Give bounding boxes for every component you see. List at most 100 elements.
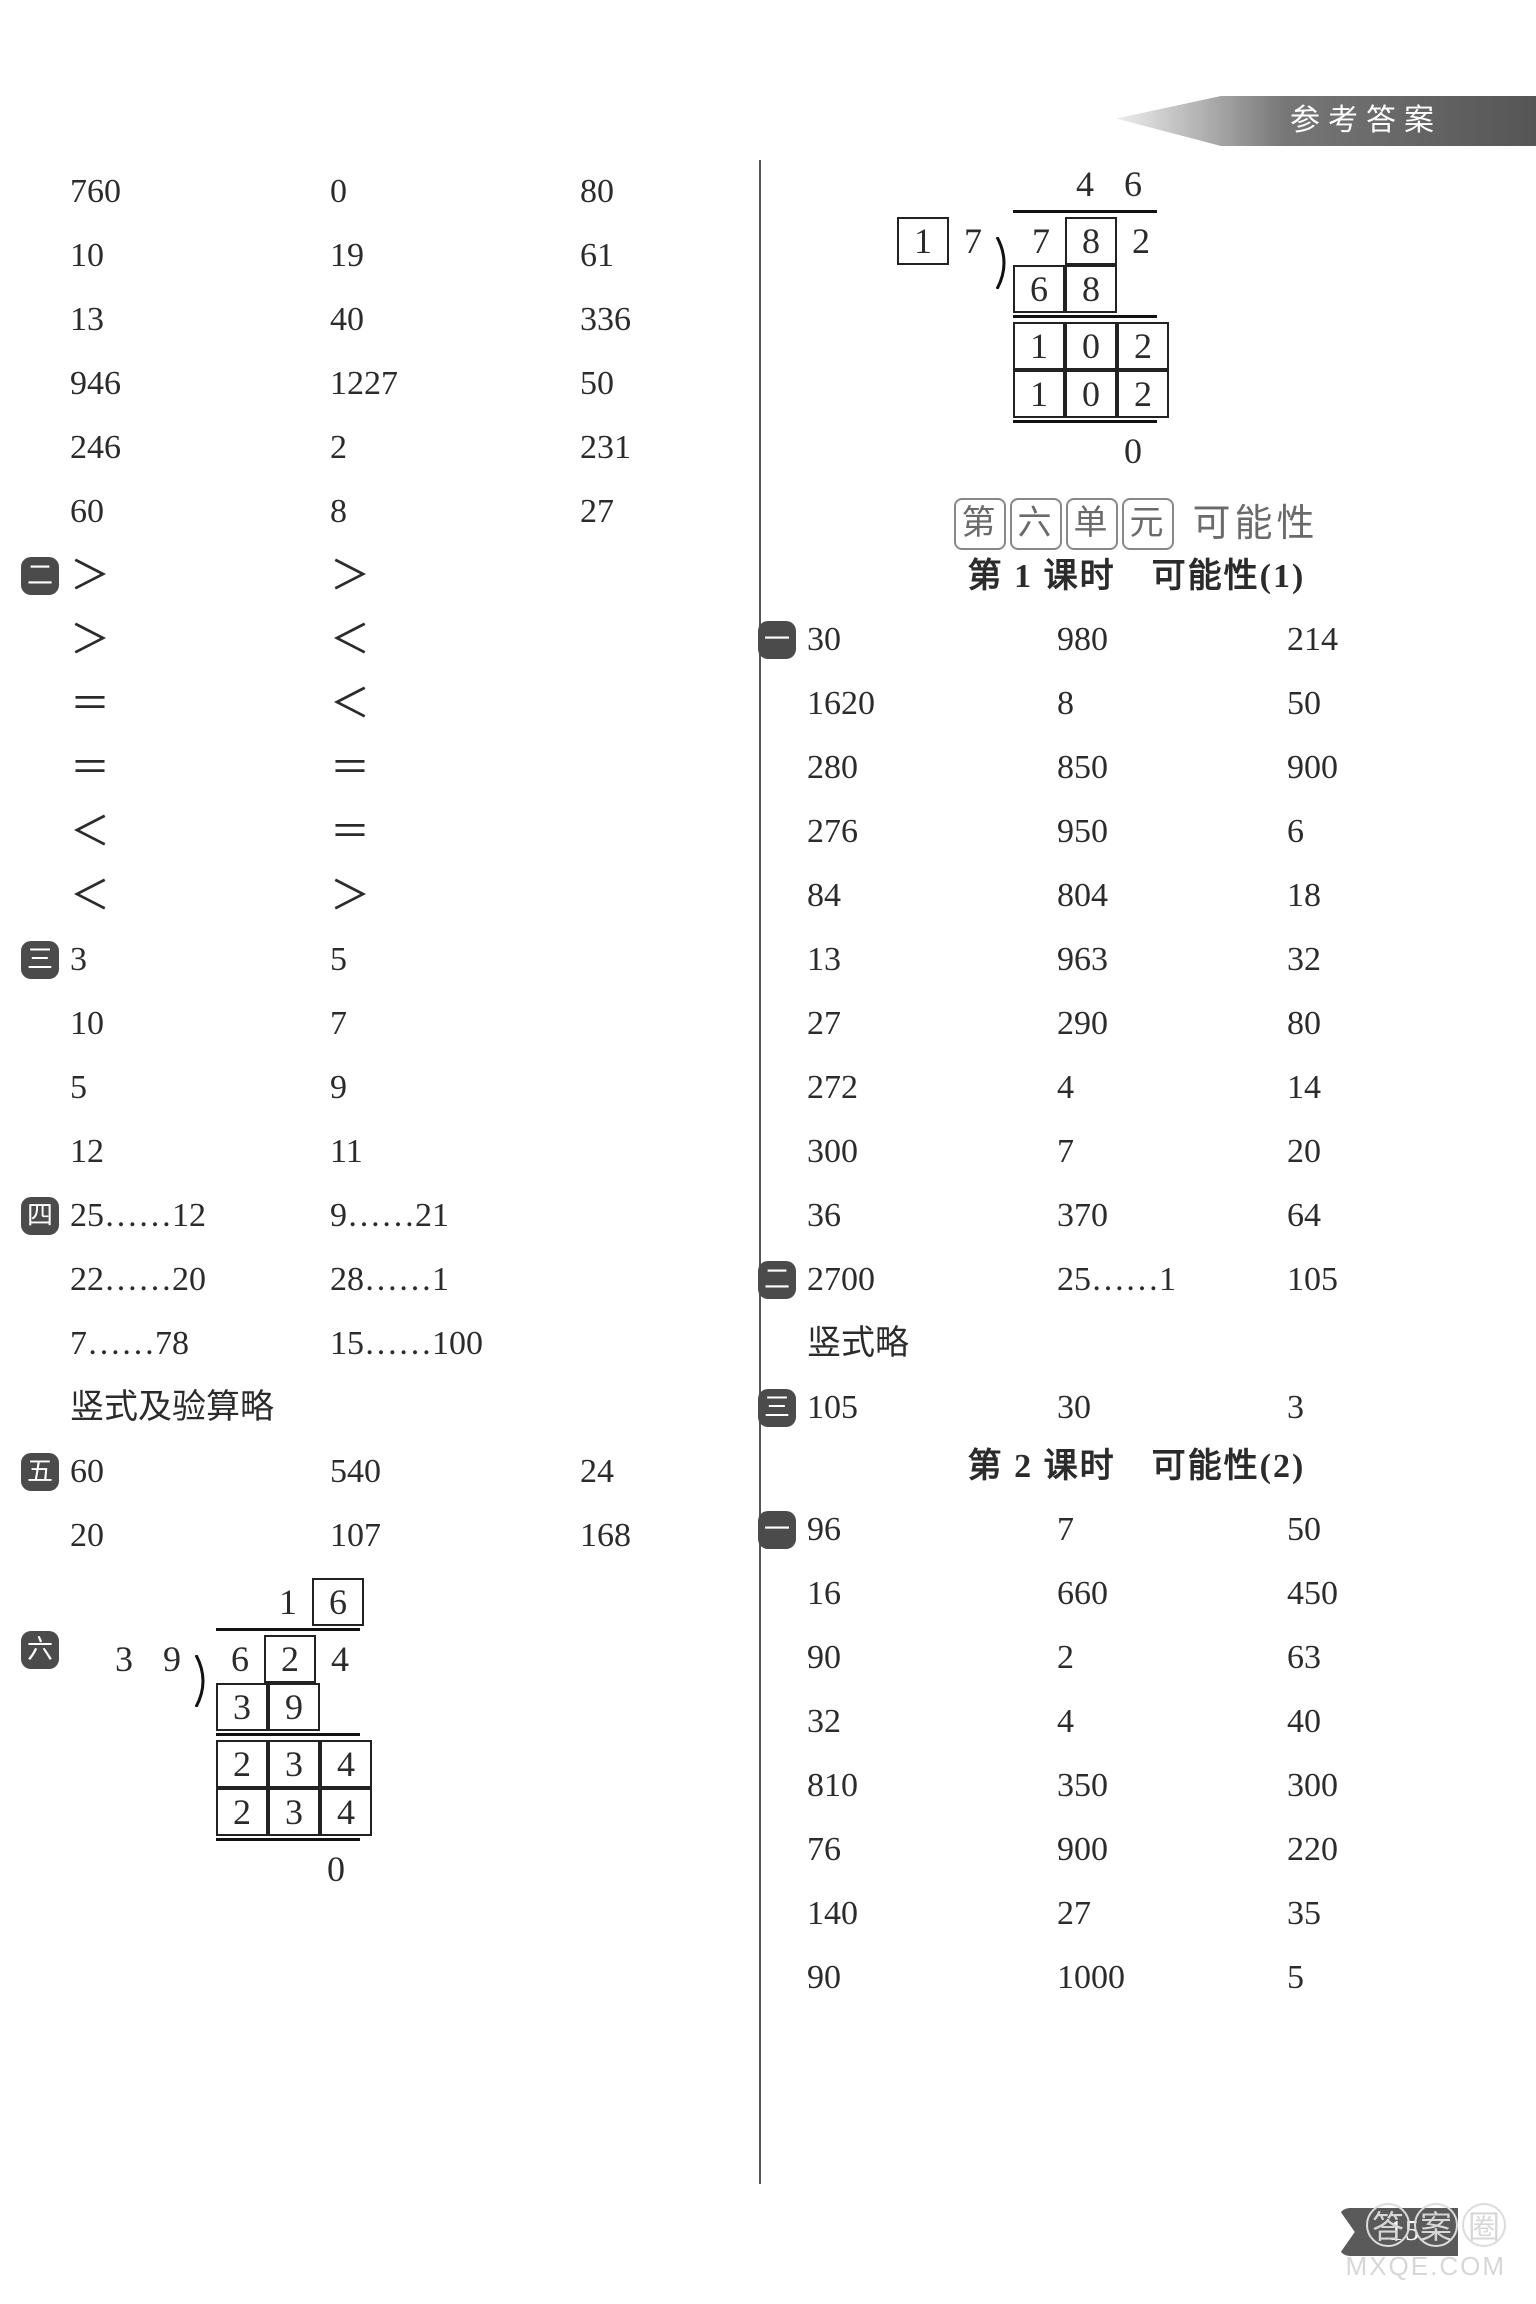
cell: 15……100 — [330, 1327, 580, 1361]
table-row: ＜＝ — [70, 800, 729, 864]
cell: 7 — [330, 1007, 580, 1041]
section-marker-icon: 二 — [755, 1258, 799, 1302]
ld-cell — [216, 1847, 264, 1891]
cell: 1000 — [1057, 1961, 1287, 1995]
ld-cell: 4 — [320, 1740, 372, 1788]
left-sec4: 四25……129……2122……2028……17……7815……100 — [70, 1184, 729, 1376]
table-row: 60827 — [70, 480, 729, 544]
cell: ＝ — [330, 748, 580, 788]
cell: 300 — [807, 1135, 1057, 1169]
cell: 2 — [330, 431, 580, 465]
ld-cell: 0 — [312, 1847, 360, 1891]
cell: 107 — [330, 1519, 580, 1553]
svg-text:二: 二 — [764, 1265, 790, 1294]
cell: 90 — [807, 1961, 1057, 1995]
ld-cell — [216, 1580, 264, 1624]
cell: 900 — [1287, 751, 1466, 785]
unit-box: 第 — [954, 498, 1006, 550]
cell: 540 — [330, 1455, 580, 1489]
table-row: 五6054024 — [70, 1440, 729, 1504]
cell: 300 — [1287, 1769, 1466, 1803]
cell: 5 — [330, 943, 580, 977]
lesson1-sec2-note: 竖式略 — [807, 1327, 1057, 1361]
table-row: 272414 — [807, 1056, 1466, 1120]
ld-cell: 0 — [1065, 322, 1117, 370]
svg-text:二: 二 — [27, 561, 53, 590]
cell: ＞ — [330, 876, 580, 916]
section-marker-icon: 三 — [18, 938, 62, 982]
cell: 450 — [1287, 1577, 1466, 1611]
cell: 84 — [807, 879, 1057, 913]
ld-cell: 2 — [264, 1635, 316, 1683]
cell: 900 — [1057, 1833, 1287, 1867]
ld-cell: 9 — [268, 1683, 320, 1731]
marker-six-icon: 六 — [18, 1628, 62, 1672]
cell: 7 — [1057, 1135, 1287, 1169]
cell: 40 — [330, 303, 580, 337]
cell: 370 — [1057, 1199, 1287, 1233]
unit-box: 单 — [1066, 498, 1118, 550]
ld-cell: 7 — [1017, 219, 1065, 263]
table-row: 76900220 — [807, 1818, 1466, 1882]
cell: 50 — [1287, 687, 1466, 721]
watermark-char: 案 — [1414, 2203, 1458, 2247]
cell: ＝ — [70, 748, 330, 788]
unit-tail: 可能性 — [1192, 505, 1318, 543]
ld-cell: 6 — [1013, 265, 1065, 313]
right-column: 4617782681021020 第六单元 可能性 第 1 课时 可能性(1) … — [759, 160, 1466, 2184]
cell: 3 — [70, 943, 330, 977]
cell: 4 — [1057, 1705, 1287, 1739]
watermark-char: 圈 — [1462, 2203, 1506, 2247]
table-row: 二＞＞ — [70, 544, 729, 608]
section-marker-icon: 二 — [18, 554, 62, 598]
ld-cell: 0 — [1065, 370, 1117, 418]
ld-cell: 9 — [148, 1637, 196, 1681]
cell: 60 — [70, 495, 330, 529]
ld-cell: 6 — [312, 1578, 364, 1626]
cell: 140 — [807, 1897, 1057, 1931]
cell: 27 — [580, 495, 729, 529]
lesson1-sec3: 三105303 — [807, 1376, 1466, 1440]
svg-text:四: 四 — [27, 1201, 53, 1230]
ld-cell: 3 — [268, 1788, 320, 1836]
cell: 276 — [807, 815, 1057, 849]
ld-cell: 2 — [1117, 322, 1169, 370]
lesson2-title: 第 2 课时 可能性(2) — [807, 1450, 1466, 1484]
cell: ＜ — [70, 812, 330, 852]
ld-cell: 2 — [1117, 219, 1165, 263]
cell: 8 — [1057, 687, 1287, 721]
cell: 7……78 — [70, 1327, 330, 1361]
cell: 0 — [330, 175, 580, 209]
cell: 168 — [580, 1519, 729, 1553]
lesson1-sec1: 一309802141620850280850900276950684804181… — [807, 608, 1466, 1248]
cell: 2700 — [807, 1263, 1057, 1297]
table-row: 二270025……1105 — [807, 1248, 1466, 1312]
cell: 810 — [807, 1769, 1057, 1803]
cell: 850 — [1057, 751, 1287, 785]
cell: 27 — [1057, 1897, 1287, 1931]
watermark-en: MXQE.COM — [1346, 2251, 1506, 2282]
ld-cell: 2 — [216, 1788, 268, 1836]
table-row: 16660450 — [807, 1562, 1466, 1626]
left-sec4-note: 竖式及验算略 — [70, 1391, 274, 1425]
cell: 11 — [330, 1135, 580, 1169]
cell: 32 — [1287, 943, 1466, 977]
ld-cell: 1 — [897, 217, 949, 265]
cell: 8 — [330, 495, 580, 529]
cell: 231 — [580, 431, 729, 465]
cell: 336 — [580, 303, 729, 337]
cell: 50 — [1287, 1513, 1466, 1547]
cell: 30 — [807, 623, 1057, 657]
table-row: 760080 — [70, 160, 729, 224]
table-row: 22……2028……1 — [70, 1248, 729, 1312]
ld-cell: 3 — [100, 1637, 148, 1681]
left-sec1: 7600801019611340336946122750246223160827 — [70, 160, 729, 544]
section-marker-icon: 一 — [755, 618, 799, 662]
table-row: 1620850 — [807, 672, 1466, 736]
table-row: 20107168 — [70, 1504, 729, 1568]
table-row: 8480418 — [807, 864, 1466, 928]
cell: 80 — [1287, 1007, 1466, 1041]
cell: 2 — [1057, 1641, 1287, 1675]
unit-title: 第六单元 可能性 — [807, 498, 1466, 550]
table-row: 59 — [70, 1056, 729, 1120]
